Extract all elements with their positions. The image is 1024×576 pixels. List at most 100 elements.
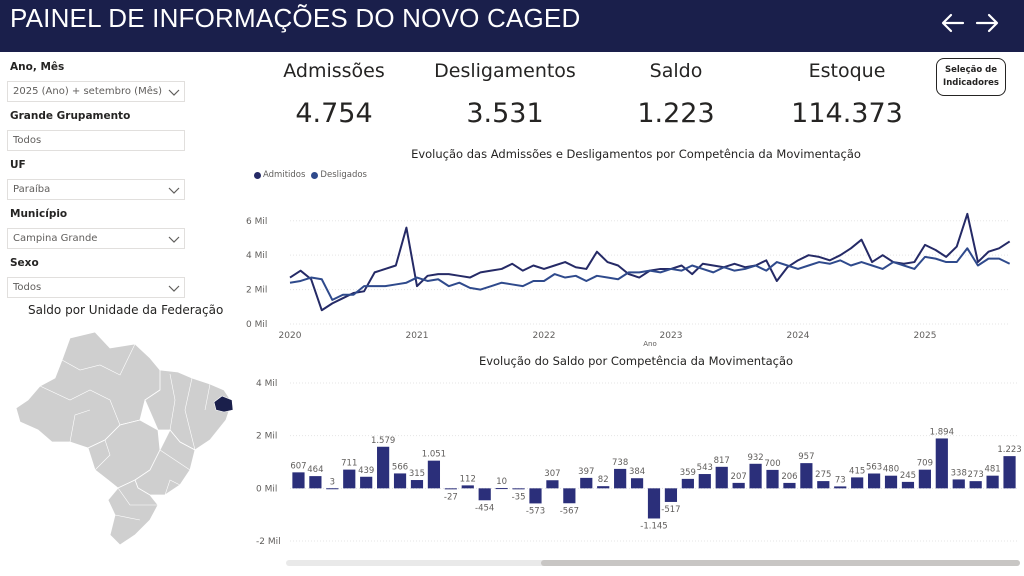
bar-data-label: 543 <box>697 463 713 473</box>
indicator-button-line2: Indicadores <box>943 78 999 88</box>
map-state-south[interactable] <box>107 479 159 546</box>
bar-data-label: -573 <box>526 506 545 516</box>
arrow-left-icon[interactable] <box>939 9 967 37</box>
bar-data-label: 3 <box>330 477 335 487</box>
bar-y-tick-label: 4 Mil <box>256 379 277 389</box>
bar-mark <box>309 476 322 489</box>
bar-data-label: 384 <box>629 467 645 477</box>
line-x-tick-label: 2025 <box>914 331 937 341</box>
bar-mark <box>495 488 508 490</box>
bar-data-label: -567 <box>560 506 579 516</box>
filter-select-municipio[interactable]: Campina Grande <box>7 228 185 249</box>
bar-data-label: 738 <box>612 458 628 468</box>
bar-data-label: 480 <box>883 465 899 475</box>
map-state-northeast[interactable] <box>144 369 233 451</box>
line-x-tick-label: 2021 <box>406 331 429 341</box>
bar-mark <box>800 463 813 489</box>
filter-label-sexo: Sexo <box>10 257 39 269</box>
legend-item-desligados[interactable]: Desligados <box>311 170 367 180</box>
bar-mark <box>326 488 339 490</box>
filter-value-municipio: Campina Grande <box>13 233 98 244</box>
legend-dot-admitidos <box>254 171 261 179</box>
bar-mark <box>834 486 847 489</box>
bar-data-label: 700 <box>764 459 780 469</box>
indicator-button-line1: Seleção de <box>945 65 997 75</box>
line-y-tick-label: 2 Mil <box>246 286 267 296</box>
map-state-paraiba[interactable] <box>213 395 234 413</box>
bar-chart-title: Evolução do Saldo por Competência da Mov… <box>478 354 794 368</box>
scrollbar-thumb[interactable] <box>541 560 1020 566</box>
legend-item-admitidos[interactable]: Admitidos <box>254 170 305 180</box>
filter-select-ano-mes[interactable]: 2025 (Ano) + setembro (Mês) <box>7 81 185 102</box>
bar-data-label: 932 <box>747 453 763 463</box>
bar-data-label: 10 <box>496 477 507 487</box>
bar-data-label: 566 <box>392 462 408 472</box>
bar-data-label: 315 <box>409 469 425 479</box>
line-x-tick-label: 2020 <box>279 331 302 341</box>
bar-data-label: 563 <box>866 463 882 473</box>
horizontal-scrollbar[interactable] <box>286 560 1020 566</box>
chevron-down-icon <box>168 187 180 194</box>
bar-mark <box>427 460 441 489</box>
bar-mark <box>664 488 678 502</box>
filter-value-uf: Paraíba <box>13 184 51 195</box>
line-chart-legend: Admitidos Desligados <box>254 170 367 180</box>
bar-mark <box>918 469 931 489</box>
bar-mark <box>766 469 779 489</box>
line-y-tick-label: 6 Mil <box>246 217 267 227</box>
line-chart[interactable]: 0 Mil 2 Mil 4 Mil 6 Mil 2020 2021 2022 2023 2024… <box>244 195 1024 350</box>
filter-select-sexo[interactable]: Todos <box>7 277 185 298</box>
bar-mark <box>715 466 728 489</box>
bar-data-label: 275 <box>815 470 831 480</box>
filter-label-municipio: Município <box>10 208 68 220</box>
bar-mark <box>867 473 881 489</box>
kpi-value-saldo: 1.223 <box>637 98 715 129</box>
bar-data-label: 1.051 <box>422 450 446 460</box>
legend-label-desligados: Desligados <box>320 170 367 180</box>
brazil-map[interactable] <box>10 330 240 555</box>
line-chart-title: Evolução das Admissões e Desligamentos p… <box>411 147 861 161</box>
bar-mark <box>969 481 982 489</box>
filter-select-uf[interactable]: Paraíba <box>7 179 185 200</box>
bar-mark <box>580 477 593 489</box>
arrow-right-icon[interactable] <box>973 9 1001 37</box>
bar-data-label: -517 <box>661 505 680 515</box>
bar-data-label: 73 <box>835 475 846 485</box>
bar-data-label: 397 <box>578 467 594 477</box>
bar-data-label: 1.223 <box>997 445 1021 455</box>
bar-mark <box>901 481 915 489</box>
header-bar: PAINEL DE INFORMAÇÕES DO NOVO CAGED <box>0 0 1024 52</box>
legend-dot-desligados <box>311 171 319 179</box>
bar-mark <box>851 477 864 489</box>
bar-y-tick-label: 2 Mil <box>256 432 277 442</box>
bar-data-label: 957 <box>798 452 814 462</box>
kpi-value-admissoes: 4.754 <box>295 98 373 129</box>
bar-data-label: -27 <box>444 492 458 502</box>
bar-mark <box>377 446 390 489</box>
filter-label-uf: UF <box>10 159 26 171</box>
chevron-down-icon <box>168 236 180 243</box>
bar-mark <box>360 476 373 489</box>
filter-label-grande-grupamento: Grande Grupamento <box>10 110 131 122</box>
bar-mark <box>444 488 457 490</box>
page-title: PAINEL DE INFORMAÇÕES DO NOVO CAGED <box>10 3 581 33</box>
filter-select-grande-grupamento[interactable]: Todos <box>7 130 185 151</box>
bar-data-label: 307 <box>544 469 560 479</box>
bar-mark <box>410 480 424 489</box>
kpi-label-admissoes: Admissões <box>283 60 385 82</box>
kpi-value-desligamentos: 3.531 <box>466 98 544 129</box>
filter-value-sexo: Todos <box>13 282 42 293</box>
line-series-desligados <box>289 247 1011 301</box>
bar-mark <box>817 481 830 489</box>
bar-data-label: 464 <box>307 465 323 475</box>
bar-data-label: 1.579 <box>371 436 395 446</box>
bar-data-label: 359 <box>680 468 696 478</box>
bar-mark <box>952 479 965 489</box>
bar-mark <box>1003 456 1016 489</box>
bar-y-tick-label: -2 Mil <box>256 537 281 547</box>
chevron-down-icon <box>168 285 180 292</box>
bar-data-label: 112 <box>460 474 476 484</box>
bar-data-label: 439 <box>358 466 374 476</box>
indicator-selection-button[interactable]: Seleção de Indicadores <box>936 58 1006 96</box>
